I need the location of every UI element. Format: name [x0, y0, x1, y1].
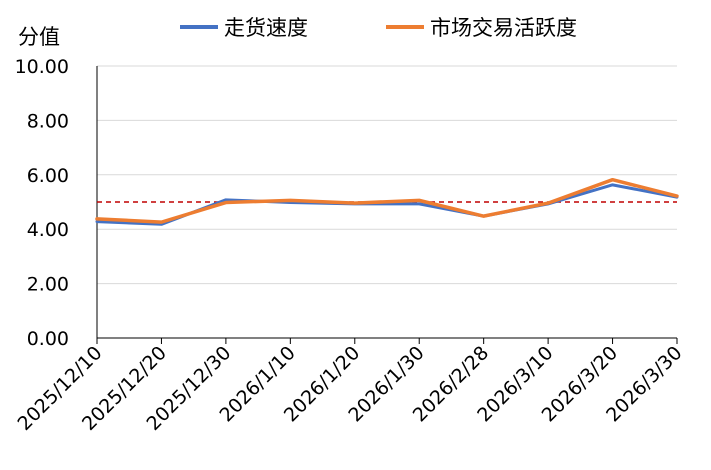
y-tick-label: 8.00 [27, 110, 69, 132]
y-tick-label: 10.00 [15, 56, 69, 78]
x-tick-labels: 2025/12/102025/12/202025/12/302026/1/102… [14, 342, 687, 435]
y-tick-label: 6.00 [27, 165, 69, 187]
series-line-1 [95, 183, 679, 226]
y-tick-label: 2.00 [27, 274, 69, 296]
y-tick-labels: 0.00 2.00 4.00 6.00 8.00 10.00 [15, 56, 69, 350]
y-tick-label: 0.00 [27, 328, 69, 350]
series-line-2 [95, 177, 679, 224]
legend-label: 市场交易活跃度 [430, 16, 577, 40]
legend-label: 走货速度 [224, 16, 308, 40]
series-layer [95, 177, 679, 226]
y-tick-label: 4.00 [27, 219, 69, 241]
legend: 走货速度 市场交易活跃度 [180, 16, 577, 40]
grid-lines [97, 65, 677, 285]
y-axis-label: 分值 [18, 25, 60, 49]
